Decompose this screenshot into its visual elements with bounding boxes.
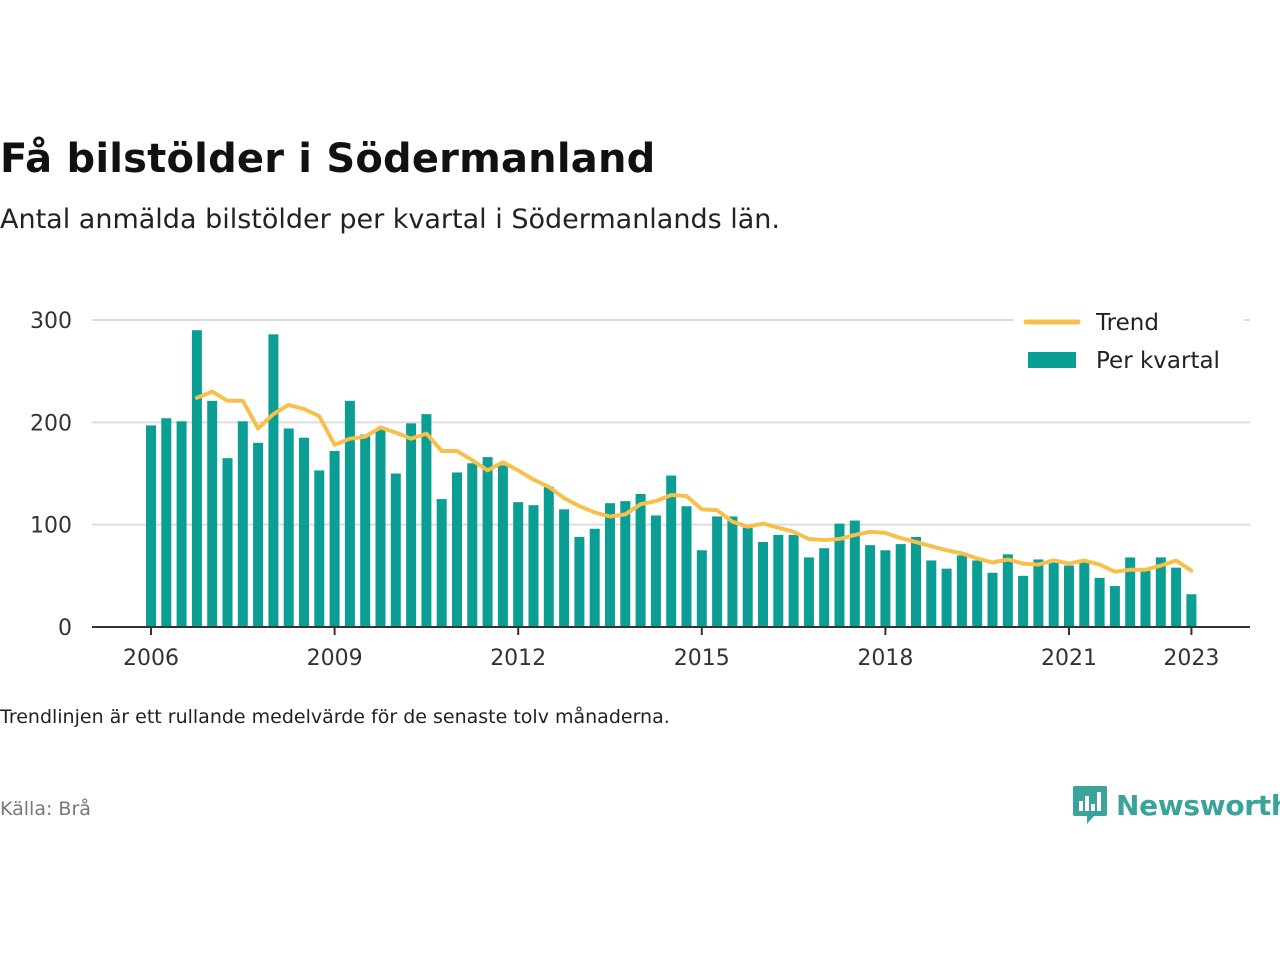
bar [344,400,355,627]
bar [360,434,371,627]
source-text: Källa: Brå [0,798,91,820]
trend-note: Trendlinjen är ett rullande medelvärde f… [0,706,670,728]
bar [803,557,814,627]
bar [528,505,539,627]
bar [1140,570,1151,627]
bar [650,515,661,627]
bar [329,450,340,627]
bar [911,536,921,627]
bar [666,475,677,627]
chart-subtitle: Antal anmälda bilstölder per kvartal i S… [0,204,780,235]
bar [1018,575,1029,627]
bar [742,527,753,627]
bar [681,506,692,627]
bar [268,334,279,627]
bar [1094,577,1105,627]
bar [589,528,600,627]
bar [1171,567,1182,627]
bar [207,400,218,627]
bar [1155,557,1166,627]
bar [574,536,585,627]
bar [880,550,891,627]
bar [834,523,845,627]
bar [696,550,707,627]
newsworthy-logo-icon [1073,786,1107,824]
bar [849,520,860,627]
bar [1186,594,1197,627]
bar [283,428,294,627]
y-tick-label: 100 [30,514,72,539]
bar [375,429,386,627]
x-tick-label: 2021 [1041,646,1097,671]
legend-bar-label: Per kvartal [1096,348,1220,374]
bar [605,503,615,627]
bar [543,486,554,627]
bar [1064,565,1074,627]
bar [452,472,462,627]
bar [1125,557,1136,627]
bar [1079,561,1090,627]
bar [436,499,447,627]
bar [222,458,233,627]
legend: Trend Per kvartal [1014,304,1244,382]
x-tick-label: 2012 [490,646,546,671]
bar [191,330,202,627]
x-tick-label: 2018 [857,646,913,671]
bar [926,560,937,627]
bar [956,555,967,627]
bar [161,418,172,627]
bar [1033,559,1044,627]
bar [941,568,952,627]
brand-name: Newsworthy [1116,788,1280,822]
bar [773,534,784,627]
x-tick-label: 2015 [674,646,730,671]
x-axis-ticks [150,627,1193,635]
bar [865,545,876,627]
x-tick-label: 2009 [307,646,363,671]
bar [1048,559,1059,627]
legend-trend-label: Trend [1095,310,1159,336]
brand-logo: Newsworthy [1072,784,1280,826]
y-tick-label: 300 [30,309,72,334]
bar [712,516,723,627]
bar [237,421,248,627]
bar [421,414,432,627]
bar [1109,586,1120,627]
bar [497,465,508,627]
chart-title: Få bilstölder i Södermanland [0,136,656,182]
bar [758,542,768,627]
bar [559,509,570,627]
bar [314,470,325,627]
bar [253,442,264,627]
x-tick-label: 2006 [123,646,179,671]
y-tick-label: 0 [58,616,72,641]
bars [146,330,1197,627]
bar [819,548,830,627]
bar [788,534,799,627]
y-axis-labels: 0 100 200 300 [30,309,72,641]
bar [406,423,417,627]
bar [176,421,187,627]
x-axis-labels: 2006 2009 2012 2015 2018 2021 2023 [123,646,1219,671]
bar [482,457,493,627]
bar [1002,554,1013,627]
bar [513,502,524,627]
bar [467,463,478,627]
bar [146,425,156,627]
bar [620,501,631,627]
x-tick-label: 2023 [1163,646,1219,671]
bar [299,437,309,627]
y-tick-label: 200 [30,411,72,436]
bar [635,493,646,627]
legend-bar-swatch [1028,352,1076,368]
trend-line [194,389,1194,574]
bar [895,544,906,627]
bar [727,516,738,627]
bar [987,572,998,627]
bar [390,473,401,627]
bar [972,560,983,627]
